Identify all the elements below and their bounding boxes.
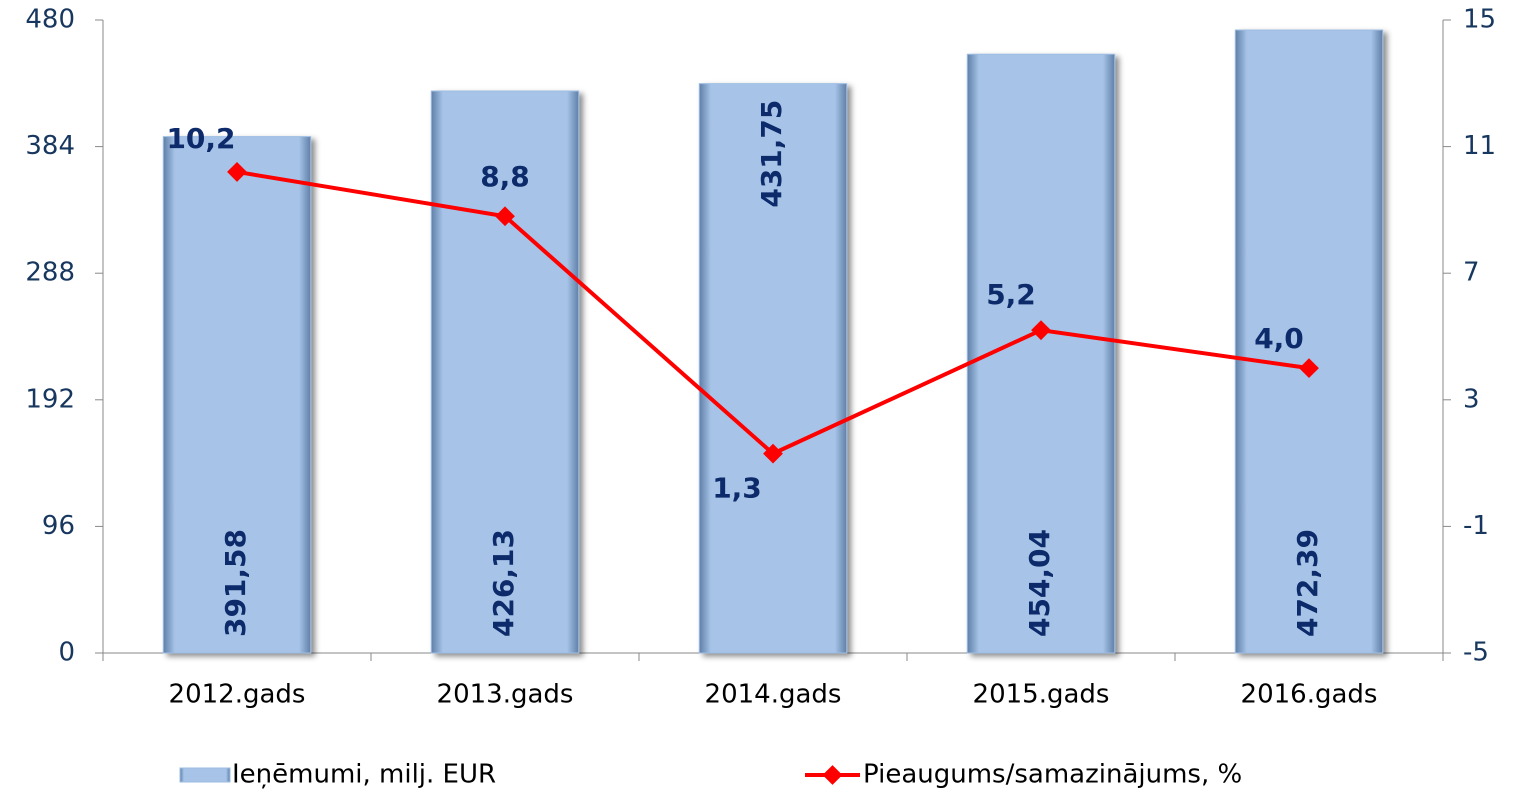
bar xyxy=(430,90,580,654)
y-tick-label: 288 xyxy=(25,258,75,288)
y-tick-label: 96 xyxy=(42,511,75,541)
bar-value-label: 431,75 xyxy=(755,100,788,208)
y2-tick-label: -5 xyxy=(1463,638,1489,668)
bar xyxy=(1234,29,1384,654)
y2-tick-label: 11 xyxy=(1463,131,1496,161)
legend-label: Ieņēmumi, milj. EUR xyxy=(232,760,496,790)
y2-tick-label: -1 xyxy=(1463,511,1489,541)
y2-tick-label: 15 xyxy=(1463,5,1496,35)
y-tick-label: 480 xyxy=(25,5,75,35)
x-tick-label: 2014.gads xyxy=(705,680,842,710)
line-value-label: 5,2 xyxy=(986,278,1036,311)
line-marker xyxy=(1299,358,1319,379)
bar-value-label: 391,58 xyxy=(219,529,252,637)
line-value-label: 4,0 xyxy=(1254,322,1304,355)
line-marker xyxy=(1031,320,1051,341)
y-tick-label: 0 xyxy=(58,638,75,668)
line-value-label: 10,2 xyxy=(166,122,235,155)
y2-tick-label: 3 xyxy=(1463,384,1480,414)
y2-tick-label: 7 xyxy=(1463,258,1480,288)
bar-value-label: 472,39 xyxy=(1291,529,1324,637)
legend-label: Pieaugums/samazinājums, % xyxy=(863,760,1242,790)
bar-value-label: 454,04 xyxy=(1023,529,1056,637)
x-tick-label: 2015.gads xyxy=(973,680,1110,710)
line-value-label: 1,3 xyxy=(712,472,762,505)
y-tick-label: 384 xyxy=(25,131,75,161)
x-tick-label: 2012.gads xyxy=(169,680,306,710)
legend-swatch xyxy=(179,767,231,783)
line-marker xyxy=(763,443,783,464)
bar xyxy=(162,136,312,654)
legend-marker xyxy=(822,765,843,785)
bar xyxy=(698,83,848,654)
line-marker xyxy=(227,162,247,182)
line-value-label: 8,8 xyxy=(480,160,530,193)
x-tick-label: 2013.gads xyxy=(437,680,574,710)
bar-value-label: 426,13 xyxy=(487,529,520,637)
x-tick-label: 2016.gads xyxy=(1241,680,1378,710)
y-tick-label: 192 xyxy=(25,384,75,414)
line-marker xyxy=(495,206,515,227)
